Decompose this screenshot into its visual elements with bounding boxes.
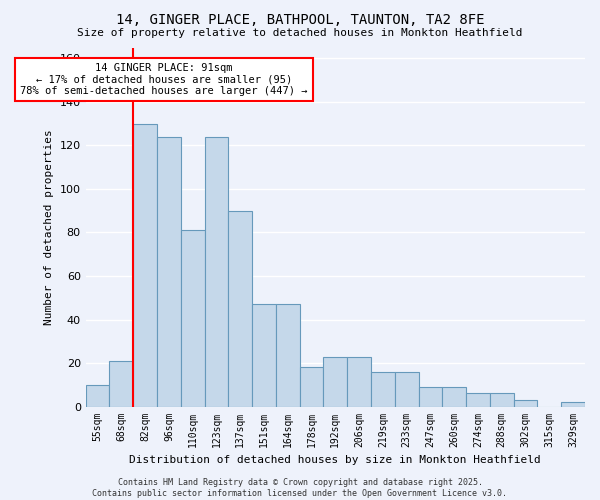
Bar bbox=[181, 230, 205, 406]
Bar bbox=[490, 394, 514, 406]
Bar bbox=[229, 210, 252, 406]
Bar bbox=[157, 136, 181, 406]
Bar bbox=[514, 400, 538, 406]
Bar bbox=[442, 387, 466, 406]
Bar bbox=[276, 304, 299, 406]
Bar bbox=[86, 385, 109, 406]
Bar bbox=[299, 368, 323, 406]
Text: 14 GINGER PLACE: 91sqm
← 17% of detached houses are smaller (95)
78% of semi-det: 14 GINGER PLACE: 91sqm ← 17% of detached… bbox=[20, 62, 308, 96]
Bar bbox=[252, 304, 276, 406]
Bar bbox=[109, 361, 133, 406]
Bar bbox=[133, 124, 157, 406]
Bar bbox=[395, 372, 419, 406]
Text: Size of property relative to detached houses in Monkton Heathfield: Size of property relative to detached ho… bbox=[77, 28, 523, 38]
Bar bbox=[347, 356, 371, 406]
Bar bbox=[466, 394, 490, 406]
Bar bbox=[561, 402, 585, 406]
Bar bbox=[419, 387, 442, 406]
Bar bbox=[371, 372, 395, 406]
Text: 14, GINGER PLACE, BATHPOOL, TAUNTON, TA2 8FE: 14, GINGER PLACE, BATHPOOL, TAUNTON, TA2… bbox=[116, 12, 484, 26]
Bar bbox=[205, 136, 229, 406]
X-axis label: Distribution of detached houses by size in Monkton Heathfield: Distribution of detached houses by size … bbox=[130, 455, 541, 465]
Bar bbox=[323, 356, 347, 406]
Y-axis label: Number of detached properties: Number of detached properties bbox=[44, 129, 54, 325]
Text: Contains HM Land Registry data © Crown copyright and database right 2025.
Contai: Contains HM Land Registry data © Crown c… bbox=[92, 478, 508, 498]
